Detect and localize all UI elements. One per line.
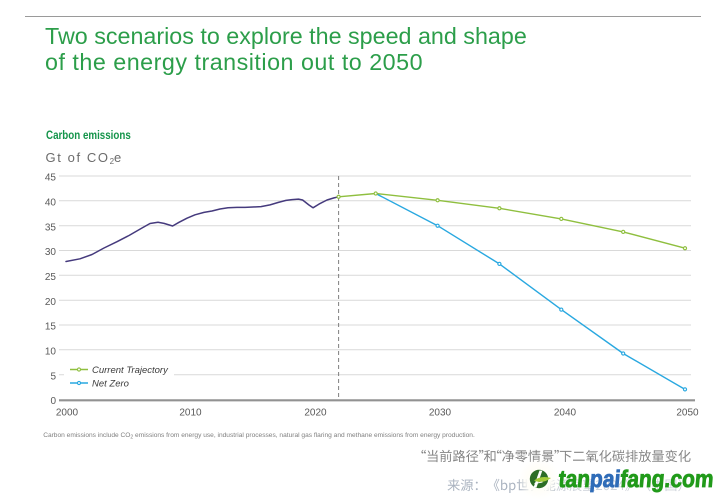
svg-text:2010: 2010 — [179, 408, 202, 419]
svg-text:Current Trajectory: Current Trajectory — [92, 365, 169, 376]
svg-text:35: 35 — [45, 222, 57, 233]
svg-text:15: 15 — [45, 322, 57, 333]
svg-text:2040: 2040 — [554, 408, 577, 419]
svg-text:2000: 2000 — [56, 408, 79, 419]
svg-text:Carbon emissions include CO2 e: Carbon emissions include CO2 emissions f… — [43, 432, 475, 441]
svg-text:tanpaifang.com: tanpaifang.com — [557, 466, 714, 493]
svg-text:Net Zero: Net Zero — [92, 379, 129, 390]
svg-text:5: 5 — [50, 371, 56, 382]
svg-text:20: 20 — [45, 297, 57, 308]
svg-text:30: 30 — [45, 247, 57, 258]
svg-text:2030: 2030 — [429, 408, 452, 419]
svg-text:40: 40 — [45, 197, 57, 208]
svg-text:45: 45 — [45, 173, 57, 184]
svg-text:10: 10 — [45, 346, 57, 357]
svg-text:25: 25 — [45, 272, 57, 283]
svg-text:2020: 2020 — [304, 408, 327, 419]
svg-text:0: 0 — [50, 396, 56, 407]
svg-text:2050: 2050 — [676, 408, 699, 419]
